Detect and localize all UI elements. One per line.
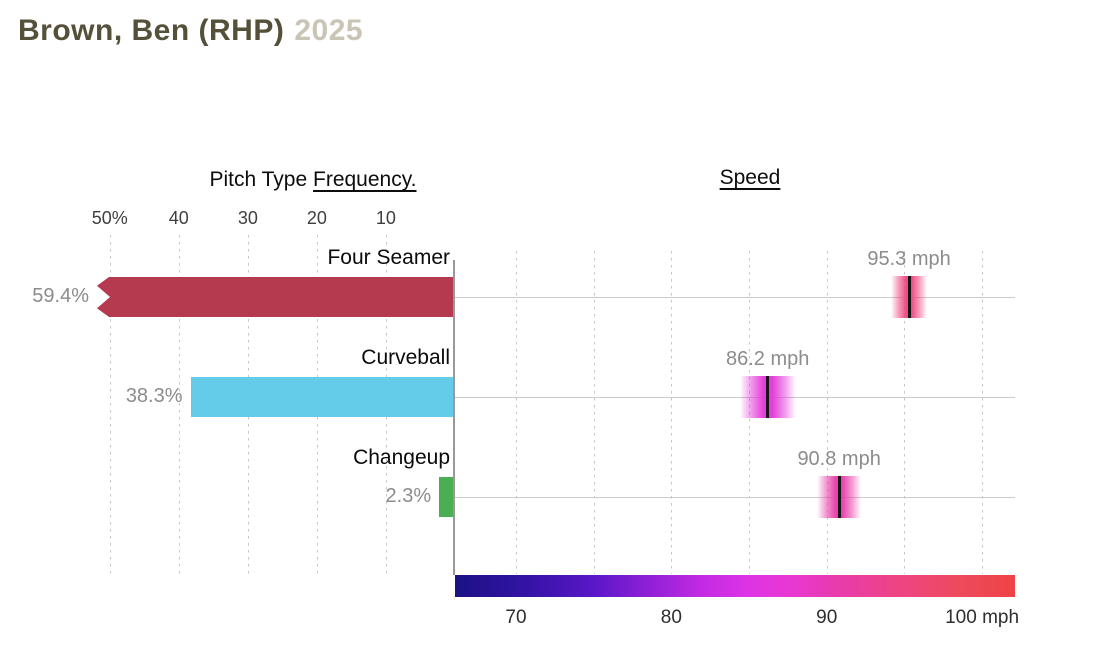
- frequency-axis-tick-label: 10: [375, 208, 396, 228]
- dashed-gridline: [516, 251, 517, 574]
- frequency-title-word: Frequency.: [313, 168, 417, 191]
- frequency-bar: [439, 477, 455, 517]
- frequency-bar: [97, 277, 455, 317]
- season-label: 2025: [294, 14, 364, 47]
- frequency-value-label: 2.3%: [385, 485, 432, 507]
- speed-axis-tick-label: 80: [660, 607, 682, 628]
- frequency-axis-tick-label: 20: [306, 208, 327, 228]
- dashed-gridline: [671, 251, 673, 574]
- speed-distribution-marker: [891, 276, 927, 318]
- speed-value-label: 90.8 mph: [797, 448, 881, 470]
- dashed-gridline: [904, 251, 906, 574]
- dashed-gridline: [982, 251, 984, 574]
- frequency-axis-tick-label: 50%: [91, 208, 128, 228]
- speed-mean-line: [907, 276, 911, 318]
- speed-axis-tick-label: 70: [505, 607, 527, 628]
- page-title: Brown, Ben (RHP) 2025: [18, 14, 363, 48]
- shared-vertical-axis: [453, 260, 455, 575]
- frequency-chart-title: Pitch Type Frequency.: [153, 168, 473, 192]
- speed-row-line: [455, 296, 1015, 298]
- speed-colorbar: [455, 575, 1015, 597]
- pitch-type-label: Curveball: [361, 346, 450, 369]
- speed-axis-tick-label: 90: [816, 607, 838, 628]
- speed-chart-title: Speed: [590, 166, 910, 190]
- frequency-bar: [190, 377, 455, 417]
- dashed-gridline: [593, 251, 595, 574]
- speed-value-label: 95.3 mph: [867, 248, 951, 270]
- speed-mean-line: [837, 476, 841, 518]
- speed-title-word: Speed: [719, 166, 781, 189]
- dashed-gridline: [826, 251, 828, 574]
- player-name: Brown, Ben (RHP): [18, 14, 285, 47]
- speed-row-line: [455, 496, 1015, 498]
- speed-value-label: 86.2 mph: [725, 348, 810, 370]
- speed-distribution-marker: [817, 476, 861, 518]
- dashed-gridline: [178, 235, 180, 574]
- pitch-type-label: Changeup: [353, 446, 450, 469]
- speed-row-line: [455, 396, 1015, 398]
- frequency-title-prefix: Pitch Type: [209, 168, 313, 191]
- frequency-axis-tick-label: 40: [168, 208, 189, 228]
- speed-distribution-marker: [739, 376, 796, 418]
- speed-axis-tick-label: 100 mph: [945, 607, 1020, 628]
- frequency-value-label: 59.4%: [32, 285, 89, 307]
- speed-mean-line: [766, 376, 770, 418]
- frequency-axis-tick-label: 30: [237, 208, 258, 228]
- dashed-gridline: [109, 235, 111, 574]
- pitch-type-label: Four Seamer: [327, 246, 450, 269]
- frequency-value-label: 38.3%: [125, 385, 183, 407]
